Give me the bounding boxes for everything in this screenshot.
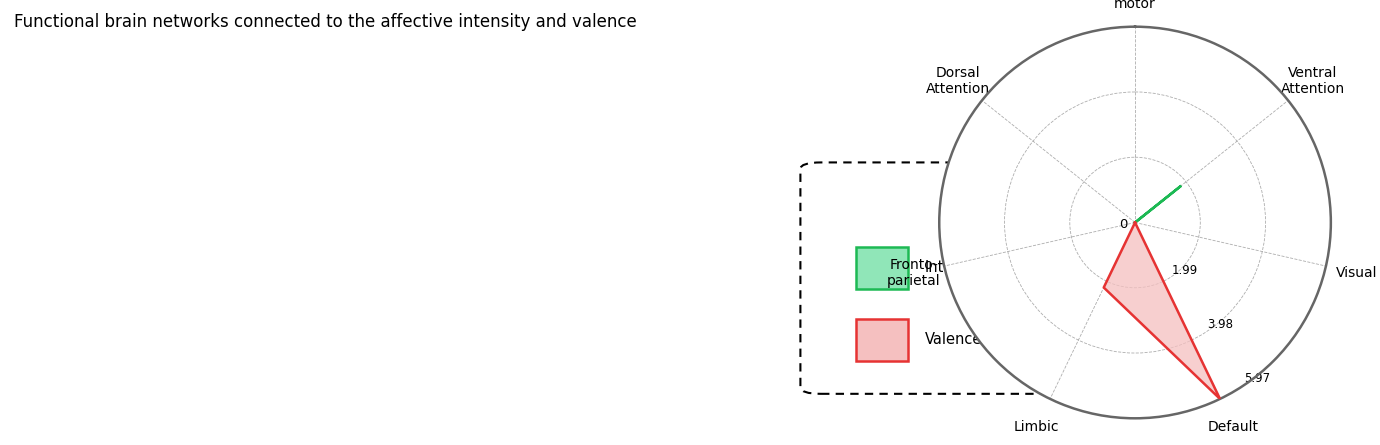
Text: Valence: Valence — [925, 332, 983, 348]
Text: Intensity: Intensity — [925, 260, 988, 275]
Text: Functional brain networks connected to the affective intensity and valence: Functional brain networks connected to t… — [14, 13, 636, 31]
FancyBboxPatch shape — [856, 319, 908, 361]
Text: ($P$ < 0.0005, one-tailed): ($P$ < 0.0005, one-tailed) — [937, 227, 1098, 242]
Text: FDR $q$ < 0.05: FDR $q$ < 0.05 — [973, 187, 1063, 203]
Text: 0: 0 — [1119, 218, 1127, 231]
Polygon shape — [1134, 186, 1181, 222]
FancyBboxPatch shape — [856, 247, 908, 289]
Polygon shape — [1104, 222, 1220, 399]
FancyBboxPatch shape — [800, 162, 1235, 394]
